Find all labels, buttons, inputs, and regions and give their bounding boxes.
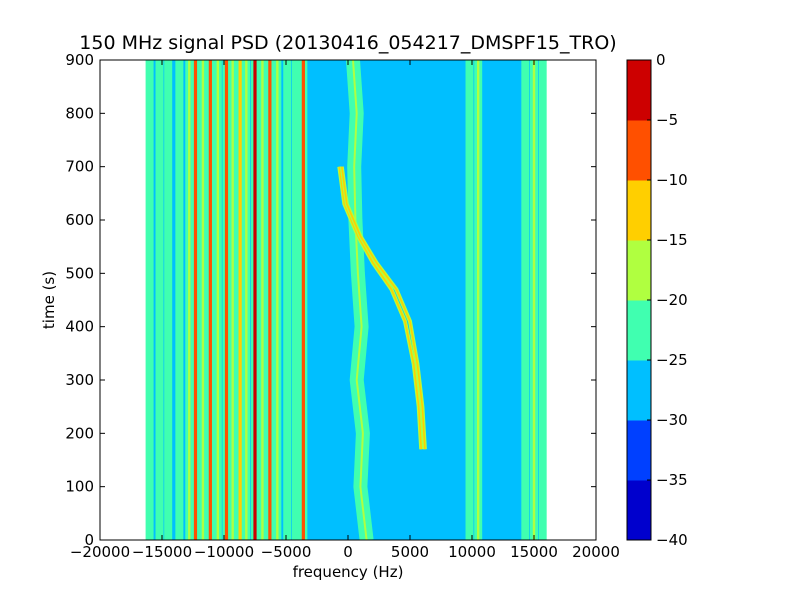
x-axis: −20000 −15000 −10000 −5000 0 5000 10000 15000 20… xyxy=(70,60,620,561)
y-tick-label: 900 xyxy=(65,51,94,69)
heatmap-line xyxy=(224,60,229,540)
heatmap-line xyxy=(216,60,219,540)
colorbar: −40 −35 −30 −25 −20 −15 −10 −5 0 xyxy=(626,51,688,549)
x-tick-label: −10000 xyxy=(194,543,254,561)
colorbar-segment xyxy=(627,360,651,421)
y-tick-label: 200 xyxy=(65,424,94,442)
heatmap-carrier-core xyxy=(352,60,368,540)
colorbar-segment xyxy=(627,420,651,481)
heatmap-line xyxy=(276,60,279,540)
colorbar-tick-label: −20 xyxy=(656,291,688,309)
heatmap-line xyxy=(158,60,161,540)
colorbar-tick-label: −5 xyxy=(656,111,678,129)
heatmap-line xyxy=(268,60,272,540)
y-tick-label: 400 xyxy=(65,318,94,336)
colorbar-tick-label: −40 xyxy=(656,531,688,549)
colorbar-tick-label: −15 xyxy=(656,231,688,249)
heatmap-line xyxy=(193,60,198,540)
y-tick-label: 800 xyxy=(65,104,94,122)
x-tick-label: 20000 xyxy=(572,543,620,561)
colorbar-segment xyxy=(627,480,651,541)
heatmap-line xyxy=(178,60,181,540)
heatmap-line xyxy=(231,60,234,540)
heatmap-line xyxy=(238,60,242,540)
colorbar-segment xyxy=(627,180,651,241)
x-tick-label: −20000 xyxy=(70,543,130,561)
heatmap-line xyxy=(261,60,264,540)
heatmap-line xyxy=(286,60,289,540)
colorbar-segment xyxy=(627,300,651,361)
heatmap-line xyxy=(541,60,544,540)
chart-title: 150 MHz signal PSD (20130416_054217_DMSP… xyxy=(79,32,616,54)
x-tick-label: 15000 xyxy=(510,543,558,561)
heatmap-line xyxy=(468,60,471,540)
colorbar-tick-label: 0 xyxy=(656,51,666,69)
heatmap-line xyxy=(245,60,248,540)
colorbar-segment xyxy=(627,60,651,121)
x-axis-label: frequency (Hz) xyxy=(293,563,404,581)
heatmap-line xyxy=(148,60,151,540)
y-tick-label: 100 xyxy=(65,478,94,496)
y-tick-label: 0 xyxy=(84,531,94,549)
x-tick-label: −5000 xyxy=(261,543,312,561)
heatmap-line xyxy=(167,60,170,540)
doppler-trace xyxy=(341,166,426,450)
colorbar-tick-label: −10 xyxy=(656,171,688,189)
y-tick-label: 300 xyxy=(65,371,94,389)
doppler-trace xyxy=(338,166,422,450)
heatmap-line xyxy=(532,60,536,540)
heatmap-line xyxy=(201,60,205,540)
y-tick-label: 700 xyxy=(65,158,94,176)
heatmap-line xyxy=(301,60,305,540)
heatmap-line xyxy=(208,60,212,540)
x-tick-label: 0 xyxy=(343,543,353,561)
colorbar-tick-label: −25 xyxy=(656,351,688,369)
y-tick-label: 500 xyxy=(65,264,94,282)
heatmap-line xyxy=(188,60,191,540)
x-tick-label: 5000 xyxy=(391,543,429,561)
y-tick-label: 600 xyxy=(65,211,94,229)
colorbar-tick-label: −30 xyxy=(656,411,688,429)
colorbar-tick-label: −35 xyxy=(656,471,688,489)
heatmap-line xyxy=(524,60,527,540)
y-axis: 0 100 200 300 400 500 600 700 800 900 xyxy=(65,51,596,549)
colorbar-segment xyxy=(627,240,651,301)
x-tick-label: −15000 xyxy=(132,543,192,561)
y-axis-label: time (s) xyxy=(40,271,58,329)
heatmap xyxy=(145,60,547,540)
x-tick-label: 10000 xyxy=(448,543,496,561)
heatmap-line xyxy=(477,60,480,540)
colorbar-segment xyxy=(627,120,651,181)
heatmap-line xyxy=(294,60,298,540)
heatmap-line xyxy=(253,60,257,540)
